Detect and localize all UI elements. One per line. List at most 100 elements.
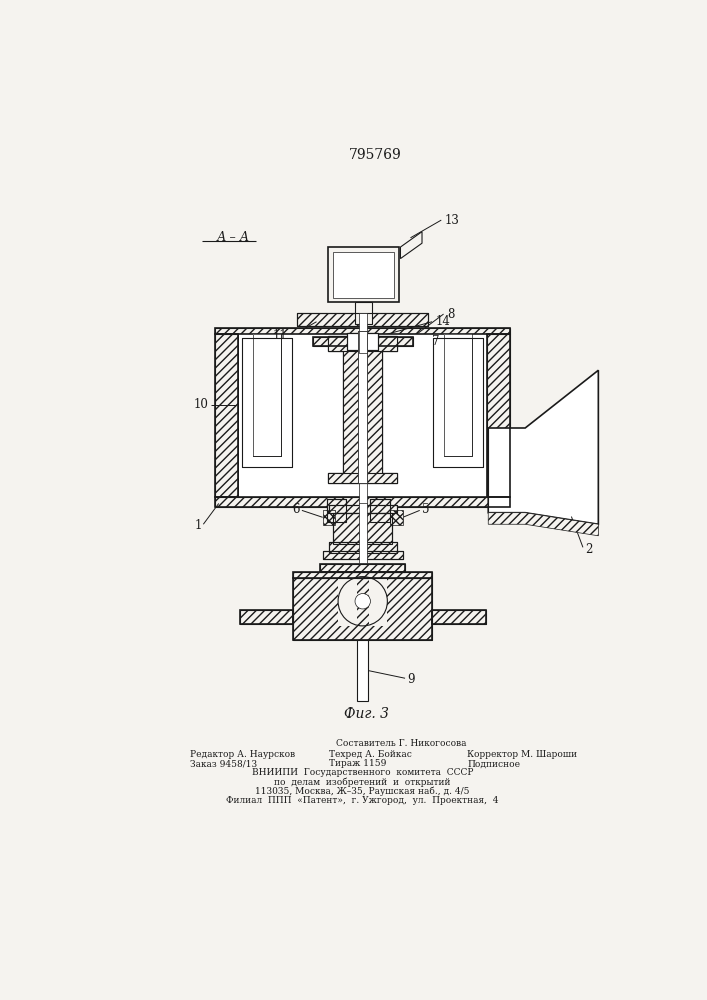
Text: Филиал  ППП  «Патент»,  г. Ужгород,  ул.  Проектная,  4: Филиал ППП «Патент», г. Ужгород, ул. Про… <box>226 796 499 805</box>
Bar <box>433 338 483 466</box>
Text: по  делам  изобретений  и  открытий: по делам изобретений и открытий <box>274 777 451 787</box>
Bar <box>242 338 292 466</box>
Bar <box>359 503 366 563</box>
Bar <box>322 510 335 525</box>
Text: 5: 5 <box>422 503 430 516</box>
Bar <box>242 338 292 466</box>
Bar <box>329 542 397 553</box>
Bar <box>344 349 382 474</box>
Bar <box>242 338 292 466</box>
Text: 6: 6 <box>292 503 300 516</box>
Bar <box>329 505 397 513</box>
Text: Фиг. 3: Фиг. 3 <box>344 707 389 721</box>
Bar <box>239 334 486 497</box>
Text: Составитель Г. Никогосова: Составитель Г. Никогосова <box>336 739 467 748</box>
Bar <box>358 331 368 483</box>
Bar <box>252 334 281 456</box>
Text: 113035, Москва, Ж–35, Раушская наб., д. 4/5: 113035, Москва, Ж–35, Раушская наб., д. … <box>255 787 470 796</box>
Bar <box>322 551 403 559</box>
Bar <box>433 338 483 466</box>
Bar <box>328 336 397 351</box>
Bar <box>370 499 390 522</box>
Bar <box>390 510 403 525</box>
Bar <box>334 513 392 544</box>
Text: Техред А. Бойкас: Техред А. Бойкас <box>329 750 411 759</box>
Text: 795769: 795769 <box>349 148 402 162</box>
Bar <box>293 578 432 640</box>
Ellipse shape <box>360 524 366 541</box>
Bar <box>215 334 238 497</box>
Text: А – А: А – А <box>217 231 250 244</box>
Text: 13: 13 <box>445 214 460 227</box>
Bar <box>312 337 413 346</box>
Bar <box>329 505 397 513</box>
Text: 1: 1 <box>194 519 201 532</box>
Bar <box>433 338 483 466</box>
Bar <box>252 338 281 456</box>
Bar <box>215 497 510 507</box>
Bar <box>293 578 432 640</box>
Bar <box>486 334 510 497</box>
Text: 8: 8 <box>448 308 455 321</box>
Bar <box>344 349 382 474</box>
Bar <box>327 499 346 522</box>
Bar <box>359 331 366 353</box>
Bar <box>327 499 346 522</box>
Text: ВНИИПИ  Государственного  комитета  СССР: ВНИИПИ Государственного комитета СССР <box>252 768 474 777</box>
Polygon shape <box>400 232 422 259</box>
Bar <box>355 302 372 324</box>
Text: 9: 9 <box>407 673 415 686</box>
Bar <box>242 338 292 466</box>
Bar <box>344 349 382 474</box>
Text: Заказ 9458/13: Заказ 9458/13 <box>190 759 257 768</box>
Bar <box>328 473 397 483</box>
Bar <box>486 334 510 497</box>
Bar <box>322 551 403 559</box>
Bar <box>215 334 238 497</box>
Bar <box>328 473 397 483</box>
Bar <box>329 542 397 553</box>
Bar <box>347 333 378 350</box>
Bar <box>433 338 483 466</box>
Bar <box>333 252 395 298</box>
Text: 7: 7 <box>432 335 440 348</box>
Bar <box>334 513 392 544</box>
Text: 10: 10 <box>194 398 209 411</box>
Bar <box>443 334 472 456</box>
Circle shape <box>355 594 370 609</box>
Bar <box>240 610 293 624</box>
Text: 14: 14 <box>436 315 451 328</box>
Text: Подписное: Подписное <box>467 759 520 768</box>
Bar <box>432 610 486 624</box>
Bar <box>215 497 510 507</box>
Text: Тираж 1159: Тираж 1159 <box>329 759 386 768</box>
Bar <box>215 328 510 334</box>
Bar <box>347 333 378 350</box>
Bar <box>338 577 356 626</box>
Text: Редактор А. Наурсков: Редактор А. Наурсков <box>190 750 296 759</box>
Bar <box>320 564 405 572</box>
Bar <box>370 499 390 522</box>
Bar <box>432 610 486 624</box>
Bar <box>215 328 510 334</box>
Bar <box>359 312 366 507</box>
Bar <box>293 572 432 578</box>
Bar <box>297 313 428 326</box>
Bar <box>433 338 483 466</box>
Bar <box>312 337 413 346</box>
Text: 11: 11 <box>272 329 287 342</box>
Text: 2: 2 <box>585 543 592 556</box>
Bar <box>252 334 281 456</box>
Bar <box>328 336 397 351</box>
Bar <box>240 610 293 624</box>
Bar <box>297 313 428 326</box>
Text: Корректор М. Шароши: Корректор М. Шароши <box>467 750 578 759</box>
Bar <box>328 336 397 351</box>
Bar <box>328 473 397 483</box>
Bar <box>293 572 432 578</box>
Bar <box>347 333 378 350</box>
Polygon shape <box>489 370 598 524</box>
Bar <box>443 338 472 456</box>
Bar <box>320 564 405 572</box>
Bar <box>369 577 387 626</box>
